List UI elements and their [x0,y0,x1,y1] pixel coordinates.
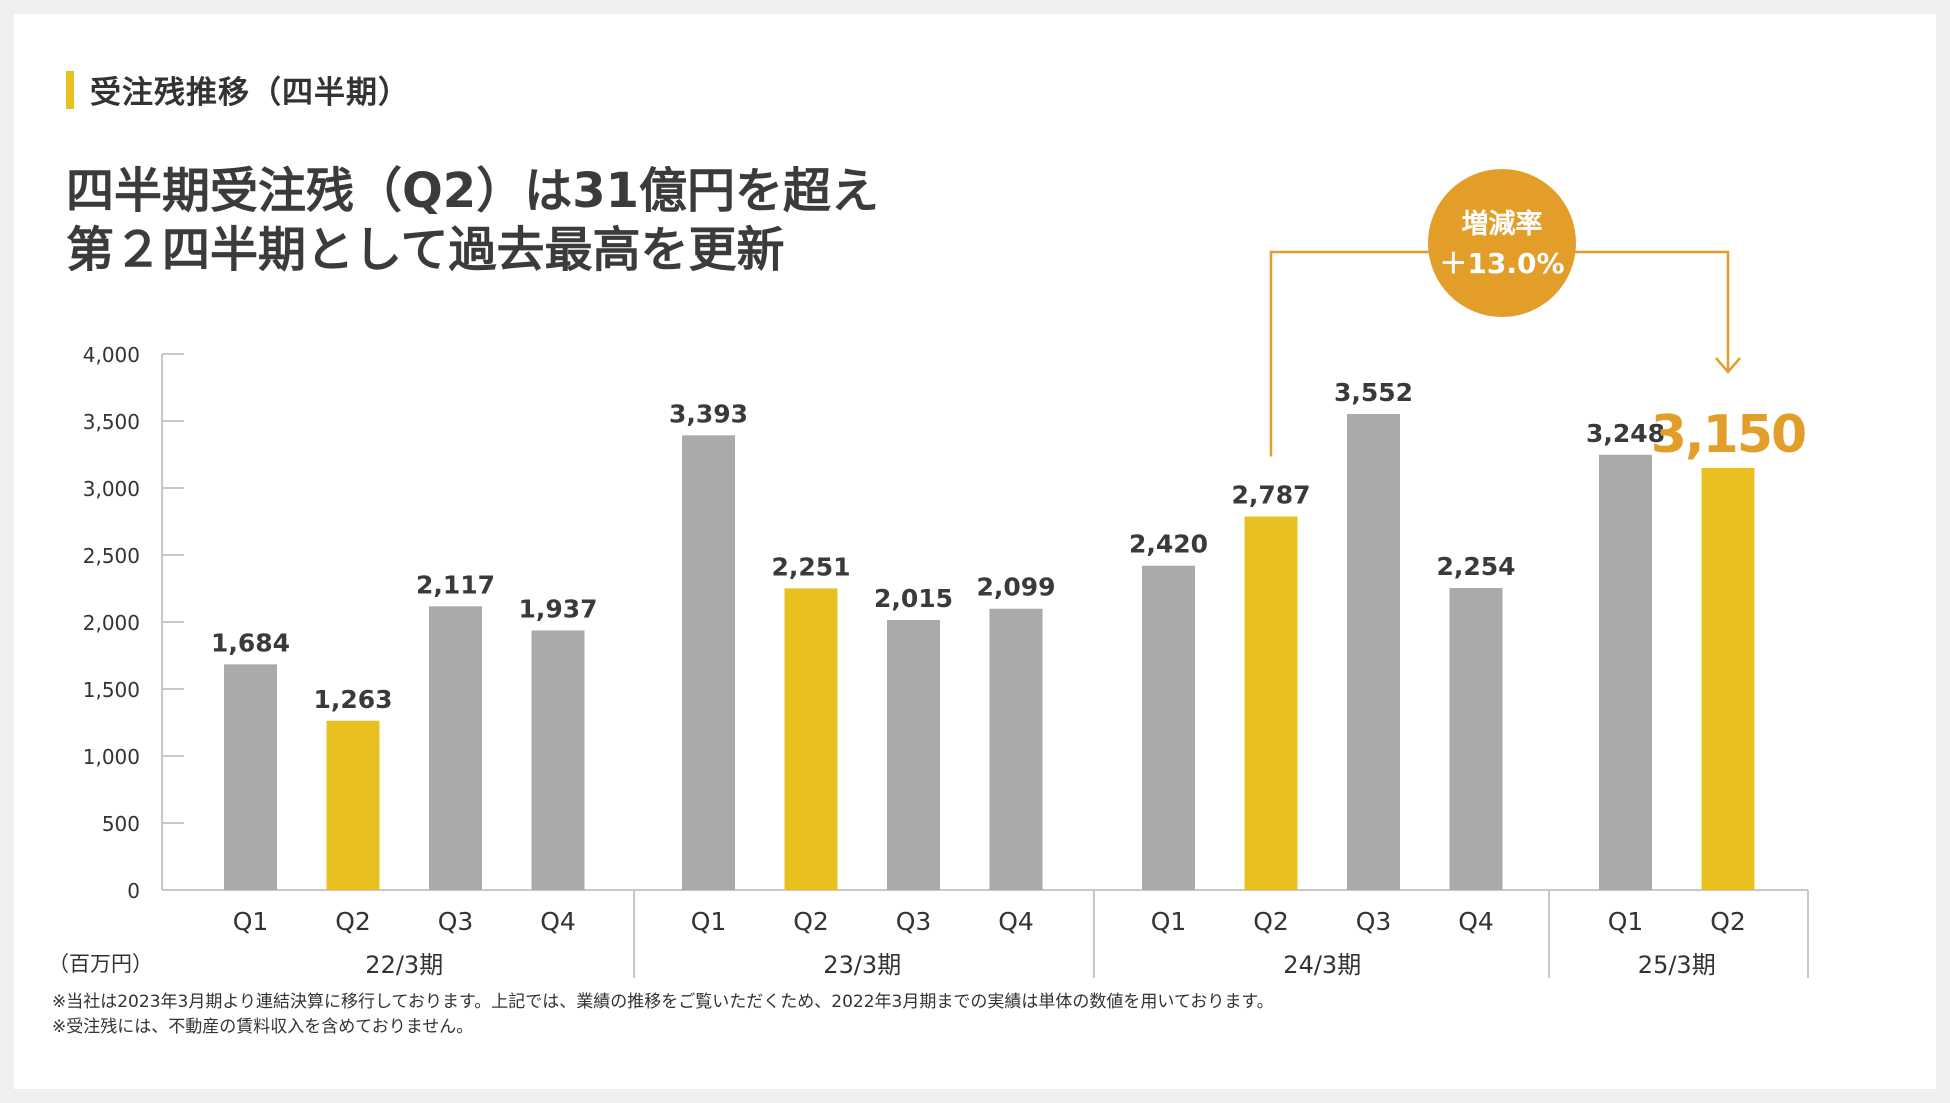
y-tick-label: 3,500 [83,410,140,434]
data-label: 1,263 [313,685,392,714]
data-label: 1,684 [211,628,290,657]
footnote-1: ※当社は2023年3月期より連結決算に移行しております。上記では、業績の推移をご… [52,992,1274,1012]
data-label: 3,248 [1586,419,1665,448]
x-group-label: 25/3期 [1638,951,1716,979]
data-label: 2,787 [1231,481,1310,510]
x-tick-label-quarter: Q3 [438,907,474,936]
bar-23/3期-Q2 [784,588,838,890]
x-tick-label-quarter: Q1 [1608,907,1644,936]
y-tick-label: 2,000 [83,611,140,635]
bar-22/3期-Q1 [224,664,277,890]
x-tick-label-quarter: Q2 [335,907,371,936]
growth-rate-title: 増減率 [1462,208,1543,240]
headline-line-2: 第２四半期として過去最高を更新 [66,221,785,278]
x-tick-label-quarter: Q1 [233,907,269,936]
y-tick-label: 3,000 [83,477,140,501]
headline: 四半期受注残（Q2）は31億円を超え 第２四半期として過去最高を更新 [66,162,879,279]
x-tick-label-quarter: Q4 [1458,907,1494,936]
y-tick-label: 4,000 [83,343,140,367]
x-tick-label-quarter: Q1 [691,907,727,936]
y-tick-label: 2,500 [83,544,140,568]
x-tick-label-quarter: Q2 [793,907,829,936]
growth-rate-value: ＋13.0% [1439,247,1564,280]
x-group-label: 24/3期 [1283,951,1361,979]
x-tick-label-quarter: Q3 [896,907,932,936]
footnote-2: ※受注残には、不動産の賃料収入を含めておりません。 [52,1016,474,1037]
data-label: 2,015 [874,584,953,613]
bar-24/3期-Q4 [1449,587,1503,890]
y-tick-label: 1,000 [83,745,140,769]
data-label: 2,254 [1436,552,1515,581]
unit-label: （百万円） [48,952,153,976]
x-tick-label-quarter: Q4 [998,907,1034,936]
bar-23/3期-Q3 [887,619,940,890]
section-header: 受注残推移（四半期） [66,67,410,112]
data-label: 2,117 [416,570,495,599]
growth-rate-badge [1428,169,1576,317]
bar-22/3期-Q3 [429,606,482,890]
bar-24/3期-Q2 [1244,516,1298,890]
section-accent-bar [66,70,74,109]
data-label: 2,251 [771,552,850,581]
x-tick-label-quarter: Q2 [1253,907,1289,936]
data-label: 1,937 [518,594,597,623]
y-tick-label: 0 [127,879,140,903]
bar-22/3期-Q2 [326,720,380,890]
headline-line-1: 四半期受注残（Q2）は31億円を超え [66,163,880,219]
y-tick-label: 500 [102,812,140,836]
y-tick-label: 1,500 [83,678,140,702]
bar-24/3期-Q3 [1347,414,1400,890]
x-group-label: 23/3期 [823,951,901,979]
x-tick-label-quarter: Q4 [540,907,576,936]
growth-arrow-head [1715,357,1741,374]
data-label: 2,420 [1129,530,1208,559]
bar-25/3期-Q2 [1701,467,1755,890]
data-label: 2,099 [976,573,1055,602]
x-tick-label-quarter: Q2 [1710,907,1746,936]
x-tick-label-quarter: Q3 [1356,907,1392,936]
x-tick-label-quarter: Q1 [1151,907,1187,936]
data-label: 3,393 [669,399,748,428]
bar-25/3期-Q1 [1599,454,1652,890]
bar-22/3期-Q4 [531,630,585,890]
data-label-emphasis: 3,150 [1651,405,1805,465]
x-group-label: 22/3期 [365,951,443,979]
bar-24/3期-Q1 [1142,565,1195,890]
bar-23/3期-Q1 [682,435,735,890]
bar-23/3期-Q4 [989,608,1043,890]
data-label: 3,552 [1334,378,1413,407]
footnotes: ※当社は2023年3月期より連結決算に移行しております。上記では、業績の推移をご… [52,990,1274,1039]
section-title: 受注残推移（四半期） [90,75,410,111]
